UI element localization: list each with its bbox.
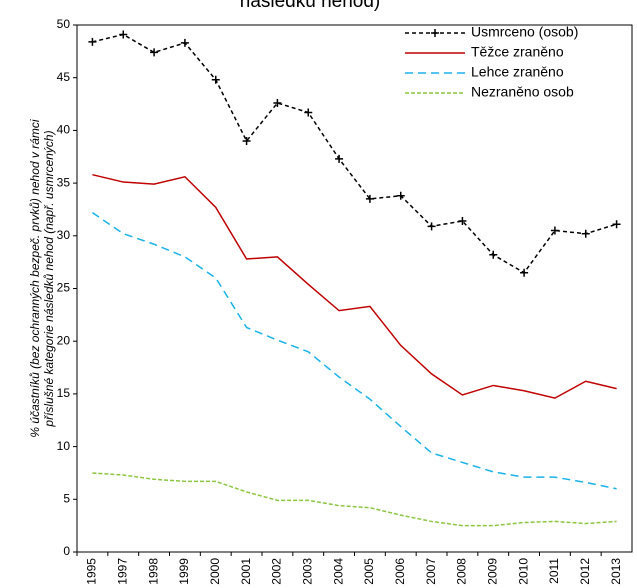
x-tick-label: 1999 bbox=[177, 558, 191, 585]
legend-label: Těžce zraněno bbox=[471, 44, 564, 60]
point-marker bbox=[150, 48, 159, 57]
series-line bbox=[92, 33, 617, 274]
x-tick-label: 2003 bbox=[300, 558, 314, 585]
chart-title: následku nehod) bbox=[240, 0, 381, 12]
x-tick-label: 2009 bbox=[485, 558, 499, 585]
point-marker bbox=[365, 194, 374, 203]
x-tick-label: 2013 bbox=[609, 558, 623, 585]
x-tick-label: 1997 bbox=[115, 558, 129, 585]
point-marker bbox=[581, 229, 590, 238]
point-marker bbox=[180, 38, 189, 47]
legend-marker bbox=[431, 29, 439, 37]
point-marker bbox=[612, 220, 621, 229]
point-marker bbox=[520, 268, 529, 277]
y-tick-label: 40 bbox=[57, 123, 71, 137]
y-tick-label: 0 bbox=[63, 544, 70, 558]
x-tick-label: 2002 bbox=[270, 558, 284, 585]
point-marker bbox=[458, 217, 467, 226]
y-tick-label: 30 bbox=[57, 228, 71, 242]
series-line bbox=[91, 211, 617, 490]
y-tick-label: 15 bbox=[57, 386, 71, 400]
x-tick-label: 1995 bbox=[85, 558, 99, 585]
legend-label: Nezraněno osob bbox=[471, 84, 574, 100]
x-tick-label: 2008 bbox=[455, 558, 469, 585]
x-tick-label: 2012 bbox=[578, 558, 592, 585]
x-tick-label: 2005 bbox=[362, 558, 376, 585]
y-tick-label: 20 bbox=[57, 333, 71, 347]
legend-label: Lehce zraněno bbox=[471, 64, 564, 80]
series-line bbox=[92, 173, 617, 399]
y-tick-label: 50 bbox=[57, 17, 71, 31]
point-marker bbox=[273, 98, 282, 107]
y-axis-label: příslušné kategorie následků nehod (např… bbox=[42, 130, 56, 427]
x-tick-label: 2004 bbox=[331, 558, 345, 585]
point-marker bbox=[550, 226, 559, 235]
legend-label: Usmrceno (osob) bbox=[471, 24, 578, 40]
point-marker bbox=[211, 75, 220, 84]
point-marker bbox=[427, 222, 436, 231]
plot-frame bbox=[76, 24, 633, 553]
x-tick-label: 2000 bbox=[208, 558, 222, 585]
point-marker bbox=[335, 154, 344, 163]
point-marker bbox=[88, 37, 97, 46]
point-marker bbox=[304, 108, 313, 117]
y-tick-label: 5 bbox=[63, 491, 70, 505]
series-line bbox=[92, 472, 617, 527]
x-tick-label: 1998 bbox=[146, 558, 160, 585]
y-tick-label: 25 bbox=[57, 281, 71, 295]
y-tick-label: 10 bbox=[57, 439, 71, 453]
x-tick-label: 2006 bbox=[393, 558, 407, 585]
y-tick-label: 45 bbox=[57, 70, 71, 84]
x-tick-label: 2001 bbox=[239, 558, 253, 585]
point-marker bbox=[242, 136, 251, 145]
x-tick-label: 2011 bbox=[547, 558, 561, 584]
x-tick-label: 2007 bbox=[424, 558, 438, 585]
y-tick-label: 35 bbox=[57, 175, 71, 189]
point-marker bbox=[489, 250, 498, 259]
x-tick-label: 2010 bbox=[516, 558, 530, 585]
point-marker bbox=[119, 30, 128, 39]
point-marker bbox=[396, 191, 405, 200]
y-axis-label: % účastníků (bez ochranných bezpeč. prvk… bbox=[28, 119, 42, 437]
